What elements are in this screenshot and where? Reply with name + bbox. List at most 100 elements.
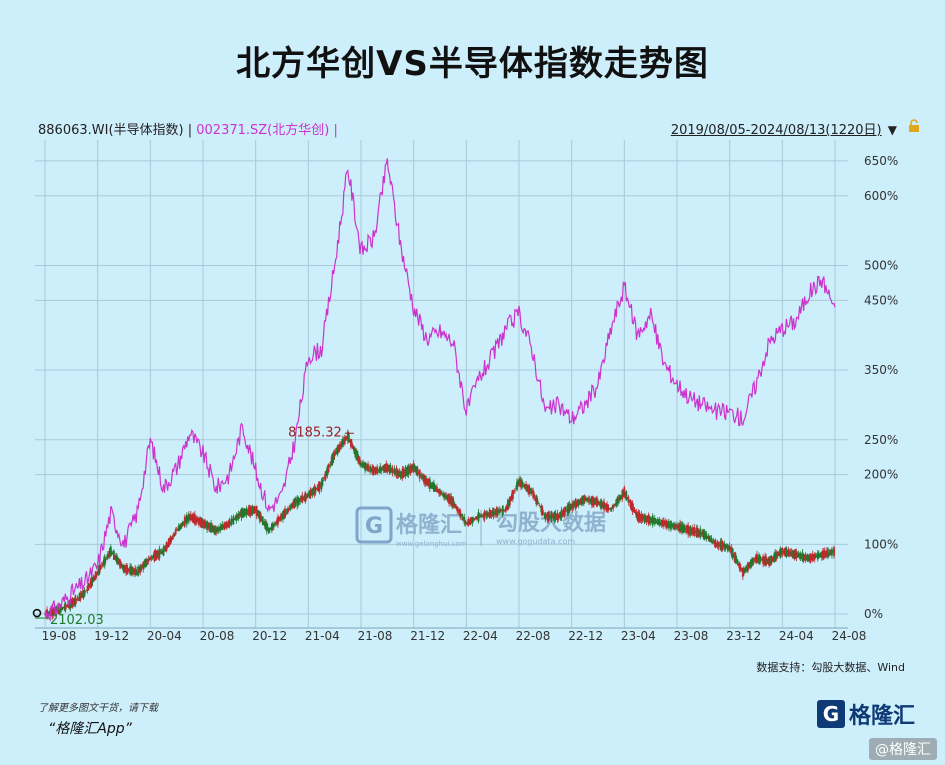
candle-body (489, 510, 492, 517)
candle-body (358, 456, 360, 464)
candle-body (334, 451, 337, 454)
chevron-down-icon[interactable]: ▼ (887, 123, 897, 137)
candle-body (306, 494, 309, 498)
legend-series-2[interactable]: 002371.SZ(北方华创) | (196, 123, 338, 138)
candle-body (667, 521, 670, 529)
candle-body (375, 467, 378, 474)
candle-body (92, 576, 95, 581)
candle-body (211, 525, 214, 532)
candle-body (717, 542, 720, 548)
candle-body (265, 522, 268, 532)
annotation-max: 8185.32 (288, 425, 342, 440)
candle-body (298, 498, 301, 503)
candle-body (650, 518, 653, 523)
candle-body (673, 522, 675, 530)
candle-body (755, 555, 757, 562)
candle-body (787, 549, 790, 557)
candle-body (528, 485, 531, 495)
candle-body (233, 519, 236, 521)
candle-body (256, 511, 259, 515)
candle-body (449, 496, 452, 504)
candle-body (581, 496, 584, 505)
candle-body (315, 488, 318, 490)
x-tick-label: 20-04 (147, 629, 182, 643)
candle-body (405, 468, 408, 474)
candle-body (613, 505, 616, 507)
candle-body (593, 497, 595, 506)
candle-body (794, 550, 797, 559)
candle-body (259, 513, 262, 522)
candle-body (810, 556, 813, 559)
x-tick-label: 21-12 (410, 629, 445, 643)
candle-body (780, 549, 783, 555)
candle-body (119, 559, 121, 568)
candle-body (222, 526, 225, 528)
candle-body (195, 517, 197, 523)
candle-body (579, 498, 582, 505)
candle-body (722, 546, 725, 547)
candle-body (404, 467, 407, 477)
candle-body (530, 488, 533, 494)
candle-body (811, 553, 814, 561)
candle-body (345, 436, 348, 439)
candle-body (357, 454, 359, 462)
candle-body (226, 522, 229, 527)
candle-body (533, 494, 536, 498)
candle-body (802, 553, 805, 560)
candle-body (571, 502, 574, 509)
candle-body (822, 550, 825, 559)
candle-body (267, 527, 270, 533)
x-tick-label: 23-08 (674, 629, 709, 643)
candle-body (711, 540, 714, 542)
candle-body (89, 579, 92, 588)
candle-body (663, 522, 666, 525)
candle-body (110, 550, 113, 555)
candle-body (401, 468, 404, 479)
candle-body (563, 507, 566, 516)
candle-body (716, 543, 719, 547)
candle-body (473, 518, 476, 520)
candle-body (95, 571, 98, 576)
candle-body (597, 501, 599, 504)
candle-body (819, 552, 822, 558)
candle-body (692, 530, 695, 532)
candle-body (336, 445, 339, 454)
candle-body (567, 503, 570, 514)
candle-body (751, 559, 753, 567)
date-range-selector[interactable]: 2019/08/05-2024/08/13(1220日) ▼ (671, 119, 897, 138)
candle-body (758, 554, 760, 564)
candle-body (220, 525, 223, 530)
date-range-label[interactable]: 2019/08/05-2024/08/13(1220日) (670, 123, 882, 138)
candle-body (725, 546, 728, 548)
lock-icon[interactable] (907, 119, 921, 133)
candle-body (397, 471, 400, 477)
candle-body (147, 558, 150, 562)
candle-body (586, 499, 589, 501)
candle-body (459, 510, 462, 518)
candle-body (77, 597, 80, 599)
candle-body (308, 493, 311, 496)
candle-body (490, 510, 493, 516)
candle-body (832, 551, 834, 553)
candle-body (320, 480, 323, 490)
candle-body (429, 482, 432, 487)
candle-body (164, 545, 167, 551)
candle-body (690, 527, 693, 534)
candle-body (51, 607, 53, 617)
candle-body (669, 524, 671, 526)
candle-body (543, 513, 546, 516)
candle-body (74, 595, 77, 606)
candle-body (546, 512, 549, 521)
candle-body (703, 530, 706, 540)
series-semiconductor-index (44, 429, 835, 620)
candle-body (268, 528, 271, 531)
candle-body (304, 492, 307, 502)
candle-body (456, 506, 459, 512)
candle-body (455, 506, 458, 509)
legend-series-1[interactable]: 886063.WI(半导体指数) | (38, 123, 193, 138)
candle-body (388, 465, 391, 473)
candle-body (390, 469, 393, 471)
watermark-logo-icon (355, 506, 393, 544)
candle-body (443, 492, 445, 498)
candle-body (699, 528, 702, 538)
